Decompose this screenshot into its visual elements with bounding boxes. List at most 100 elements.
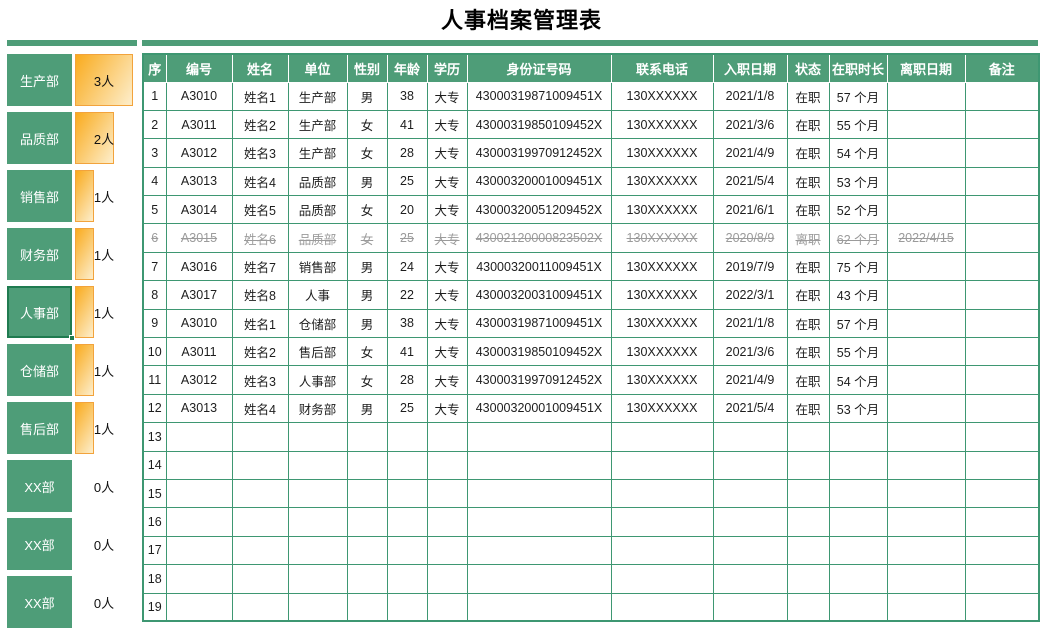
cell-r16-c10[interactable] [712,507,788,537]
cell-r15-c7[interactable] [426,478,468,509]
column-header-11[interactable]: 状态 [786,54,830,83]
cell-r9-c14[interactable] [964,308,1040,339]
cell-r6-c12[interactable]: 62 个月 [828,223,888,253]
dept-count-cell[interactable]: 3人 [75,54,133,106]
cell-r2-c13[interactable] [886,109,966,140]
cell-r7-c4[interactable]: 销售部 [287,251,348,282]
cell-r11-c5[interactable]: 女 [346,365,388,395]
cell-r1-c2[interactable]: A3010 [165,81,233,111]
cell-r2-c5[interactable]: 女 [346,109,388,140]
cell-r14-c9[interactable] [610,450,714,480]
cell-r3-c4[interactable]: 生产部 [287,138,348,168]
cell-r17-c11[interactable] [786,535,830,566]
cell-r10-c7[interactable]: 大专 [426,337,468,367]
cell-r14-c13[interactable] [886,450,966,480]
cell-r8-c2[interactable]: A3017 [165,280,233,310]
cell-r11-c13[interactable] [886,365,966,395]
cell-r10-c10[interactable]: 2021/3/6 [712,337,788,367]
cell-r10-c11[interactable]: 在职 [786,337,830,367]
cell-r8-c13[interactable] [886,280,966,310]
cell-r8-c8[interactable]: 43000320031009451X [466,280,612,310]
dept-filter-cell[interactable]: XX部 [7,576,72,628]
cell-r1-c5[interactable]: 男 [346,81,388,111]
dept-count-cell[interactable]: 0人 [75,518,133,570]
cell-r16-c6[interactable] [386,507,428,537]
cell-r4-c10[interactable]: 2021/5/4 [712,166,788,197]
cell-r8-c11[interactable]: 在职 [786,280,830,310]
cell-r4-c12[interactable]: 53 个月 [828,166,888,197]
cell-r12-c12[interactable]: 53 个月 [828,393,888,424]
cell-r5-c10[interactable]: 2021/6/1 [712,195,788,225]
cell-r3-c1[interactable]: 3 [142,138,167,168]
cell-r1-c14[interactable] [964,81,1040,111]
cell-r12-c3[interactable]: 姓名4 [231,393,289,424]
cell-r3-c12[interactable]: 54 个月 [828,138,888,168]
cell-r11-c4[interactable]: 人事部 [287,365,348,395]
cell-r6-c4[interactable]: 品质部 [287,223,348,253]
cell-r9-c7[interactable]: 大专 [426,308,468,339]
cell-r6-c9[interactable]: 130XXXXXX [610,223,714,253]
column-header-3[interactable]: 姓名 [231,54,289,83]
cell-r6-c8[interactable]: 43002120000823502X [466,223,612,253]
cell-r4-c7[interactable]: 大专 [426,166,468,197]
cell-r2-c3[interactable]: 姓名2 [231,109,289,140]
cell-r9-c13[interactable] [886,308,966,339]
cell-r16-c11[interactable] [786,507,830,537]
cell-r19-c14[interactable] [964,592,1040,622]
dept-count-cell[interactable]: 1人 [75,170,133,222]
cell-r10-c8[interactable]: 43000319850109452X [466,337,612,367]
cell-r18-c9[interactable] [610,564,714,594]
cell-r11-c9[interactable]: 130XXXXXX [610,365,714,395]
cell-r14-c4[interactable] [287,450,348,480]
cell-r12-c11[interactable]: 在职 [786,393,830,424]
cell-r7-c12[interactable]: 75 个月 [828,251,888,282]
cell-r8-c14[interactable] [964,280,1040,310]
cell-r7-c5[interactable]: 男 [346,251,388,282]
cell-r14-c5[interactable] [346,450,388,480]
cell-r19-c12[interactable] [828,592,888,622]
cell-r2-c12[interactable]: 55 个月 [828,109,888,140]
cell-r9-c5[interactable]: 男 [346,308,388,339]
cell-r9-c8[interactable]: 43000319871009451X [466,308,612,339]
cell-r12-c14[interactable] [964,393,1040,424]
cell-r15-c1[interactable]: 15 [142,478,167,509]
cell-r6-c5[interactable]: 女 [346,223,388,253]
cell-r1-c4[interactable]: 生产部 [287,81,348,111]
cell-r14-c8[interactable] [466,450,612,480]
cell-r11-c14[interactable] [964,365,1040,395]
cell-r4-c6[interactable]: 25 [386,166,428,197]
cell-r4-c2[interactable]: A3013 [165,166,233,197]
cell-r15-c3[interactable] [231,478,289,509]
cell-r18-c2[interactable] [165,564,233,594]
column-header-1[interactable]: 序 [142,54,167,83]
cell-r9-c9[interactable]: 130XXXXXX [610,308,714,339]
cell-r8-c5[interactable]: 男 [346,280,388,310]
cell-r9-c1[interactable]: 9 [142,308,167,339]
cell-r19-c11[interactable] [786,592,830,622]
dept-filter-cell[interactable]: 销售部 [7,170,72,222]
cell-r14-c1[interactable]: 14 [142,450,167,480]
cell-r2-c8[interactable]: 43000319850109452X [466,109,612,140]
cell-r16-c9[interactable] [610,507,714,537]
cell-r12-c7[interactable]: 大专 [426,393,468,424]
cell-r1-c13[interactable] [886,81,966,111]
cell-r13-c9[interactable] [610,422,714,452]
cell-r6-c10[interactable]: 2020/8/9 [712,223,788,253]
cell-r5-c9[interactable]: 130XXXXXX [610,195,714,225]
cell-r9-c3[interactable]: 姓名1 [231,308,289,339]
cell-r5-c13[interactable] [886,195,966,225]
cell-r2-c4[interactable]: 生产部 [287,109,348,140]
cell-r14-c12[interactable] [828,450,888,480]
cell-r2-c1[interactable]: 2 [142,109,167,140]
cell-r15-c12[interactable] [828,478,888,509]
cell-r9-c2[interactable]: A3010 [165,308,233,339]
cell-r17-c13[interactable] [886,535,966,566]
column-header-7[interactable]: 学历 [426,54,468,83]
column-header-6[interactable]: 年龄 [386,54,428,83]
cell-r17-c1[interactable]: 17 [142,535,167,566]
cell-r7-c13[interactable] [886,251,966,282]
cell-r12-c6[interactable]: 25 [386,393,428,424]
cell-r1-c1[interactable]: 1 [142,81,167,111]
cell-r8-c7[interactable]: 大专 [426,280,468,310]
dept-count-cell[interactable]: 2人 [75,112,133,164]
